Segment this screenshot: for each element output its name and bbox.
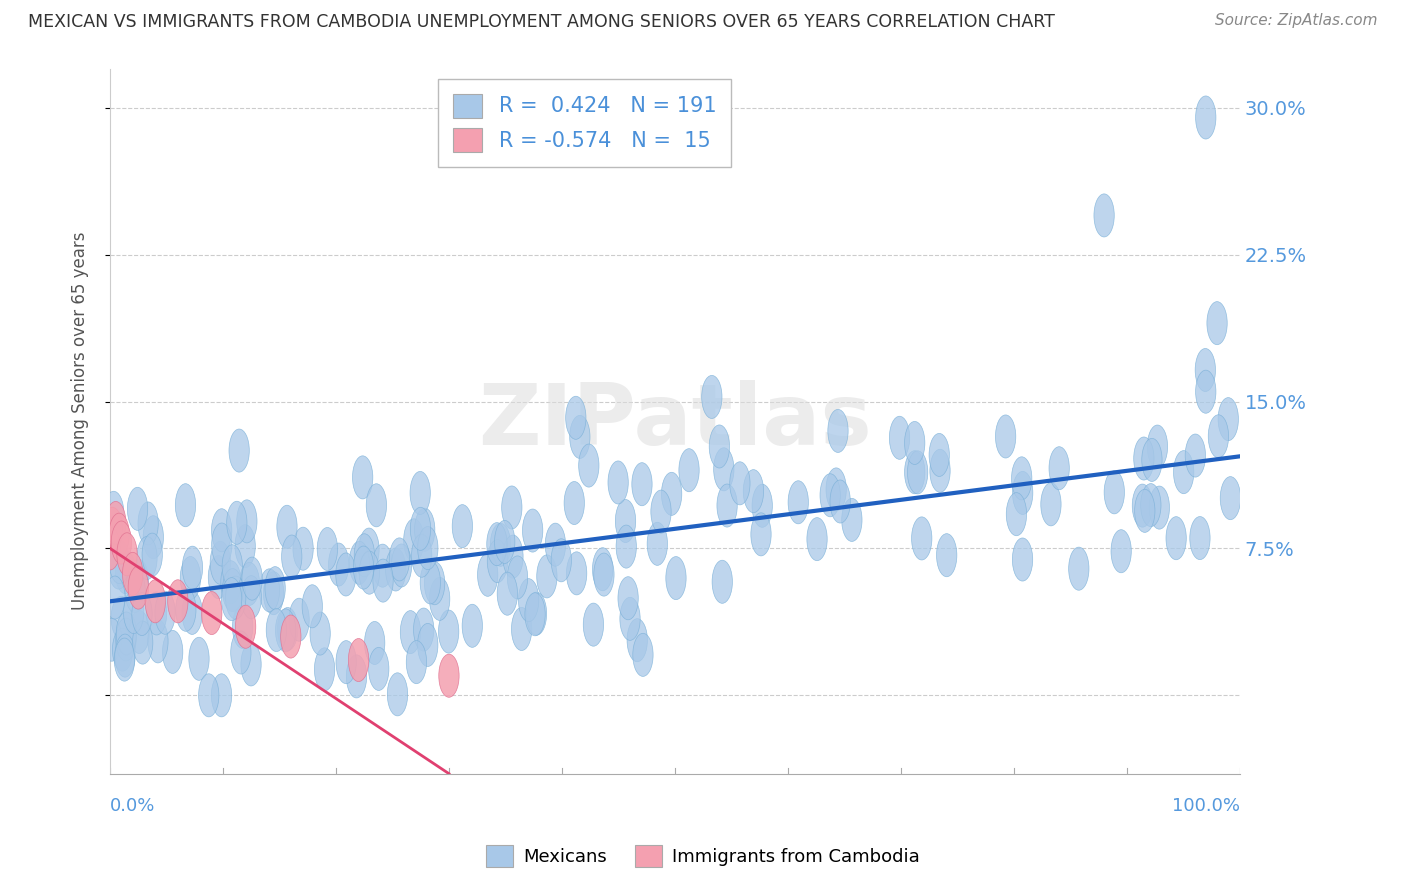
Text: Source: ZipAtlas.com: Source: ZipAtlas.com bbox=[1215, 13, 1378, 29]
Legend: R =  0.424   N = 191, R = -0.574   N =  15: R = 0.424 N = 191, R = -0.574 N = 15 bbox=[439, 78, 731, 167]
Text: ZIPatlas: ZIPatlas bbox=[478, 380, 872, 463]
Legend: Mexicans, Immigrants from Cambodia: Mexicans, Immigrants from Cambodia bbox=[478, 838, 928, 874]
Text: MEXICAN VS IMMIGRANTS FROM CAMBODIA UNEMPLOYMENT AMONG SENIORS OVER 65 YEARS COR: MEXICAN VS IMMIGRANTS FROM CAMBODIA UNEM… bbox=[28, 13, 1054, 31]
Y-axis label: Unemployment Among Seniors over 65 years: Unemployment Among Seniors over 65 years bbox=[72, 232, 89, 610]
Text: 0.0%: 0.0% bbox=[110, 797, 156, 815]
Text: 100.0%: 100.0% bbox=[1171, 797, 1240, 815]
